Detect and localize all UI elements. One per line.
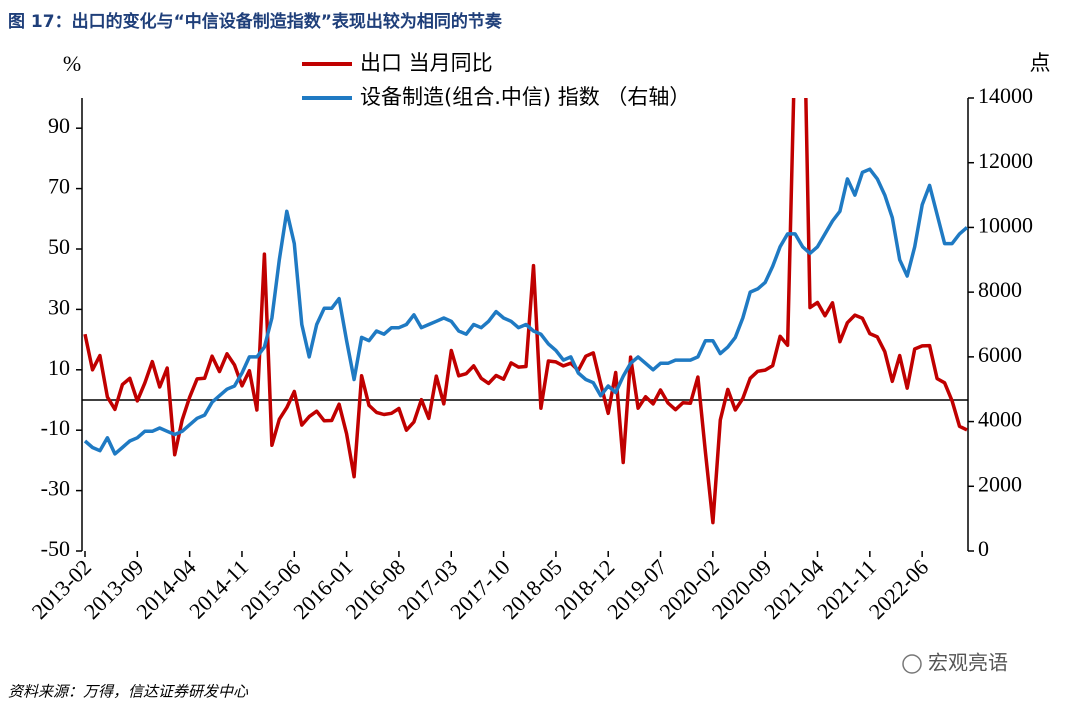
y-tick-label: 90 — [48, 113, 70, 138]
watermark: 宏观亮语 — [928, 651, 1008, 675]
y-tick-label: 70 — [48, 174, 70, 199]
y2-tick-label: 12000 — [978, 148, 1033, 173]
legend-label: 出口 当月同比 — [360, 51, 493, 75]
y2-tick-label: 10000 — [978, 212, 1033, 237]
x-tick-label: 2014-04 — [131, 554, 201, 624]
y-unit: % — [63, 51, 81, 76]
chart-title: 图 17：出口的变化与“中信设备制造指数”表现出较为相同的节奏 — [8, 11, 503, 32]
y-tick-label: 10 — [48, 355, 70, 380]
plot-area — [83, 98, 968, 525]
y-tick-label: 50 — [48, 234, 70, 259]
y2-tick-label: 8000 — [978, 277, 1022, 302]
y-tick-label: -30 — [41, 476, 70, 501]
y2-tick-label: 4000 — [978, 407, 1022, 432]
y2-tick-label: 6000 — [978, 342, 1022, 367]
x-tick-label: 2021-04 — [759, 554, 829, 624]
series-line — [83, 167, 968, 456]
source-note: 资料来源：万得，信达证券研发中心 — [8, 683, 249, 701]
y-tick-label: 30 — [48, 294, 70, 319]
legend-label: 设备制造(组合.中信) 指数 （右轴） — [360, 85, 690, 109]
y-tick-label: -50 — [41, 536, 70, 561]
watermark-icon — [902, 654, 922, 674]
y2-tick-label: 14000 — [978, 83, 1033, 108]
y2-unit: 点 — [1030, 51, 1051, 75]
y2-tick-label: 2000 — [978, 471, 1022, 496]
y-tick-label: -10 — [41, 415, 70, 440]
x-tick-label: 2022-06 — [864, 554, 934, 624]
series-line — [83, 98, 968, 525]
y2-tick-label: 0 — [978, 536, 989, 561]
